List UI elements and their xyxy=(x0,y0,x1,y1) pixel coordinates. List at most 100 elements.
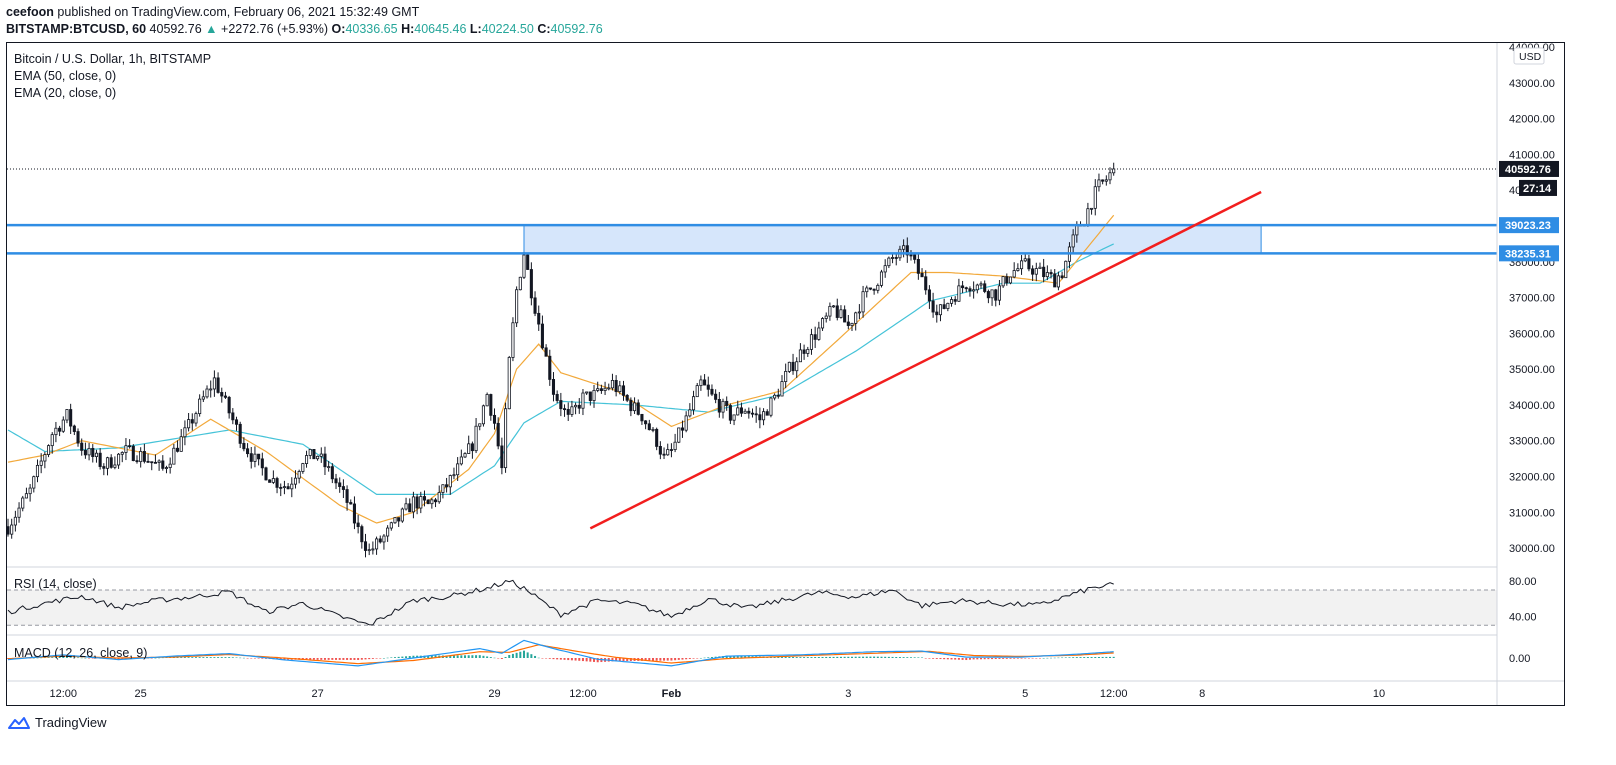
macd-histogram-bar xyxy=(548,658,551,659)
candle-body xyxy=(835,305,839,318)
symbol-label[interactable]: BITSTAMP:BTCUSD, 60 xyxy=(6,22,147,36)
macd-histogram-bar xyxy=(681,658,684,660)
candle-body xyxy=(28,487,32,495)
macd-histogram-bar xyxy=(220,657,223,658)
candle-body xyxy=(618,385,622,393)
candle-body xyxy=(927,289,931,302)
macd-histogram-bar xyxy=(998,658,1001,659)
macd-histogram-bar xyxy=(703,657,706,659)
candle-body xyxy=(562,408,567,411)
candle-body xyxy=(124,445,128,453)
level-price-tag: 38235.31 xyxy=(1505,248,1551,260)
macd-histogram-bar xyxy=(545,658,548,659)
macd-histogram-bar xyxy=(902,657,905,658)
macd-histogram-bar xyxy=(257,658,260,659)
macd-histogram-bar xyxy=(493,657,496,659)
candle-body xyxy=(916,259,920,274)
candle-body xyxy=(220,392,224,397)
candle-body xyxy=(404,503,408,510)
candle-body xyxy=(677,427,681,443)
candle-body xyxy=(433,499,438,503)
candle-body xyxy=(979,283,983,286)
tradingview-logo-icon[interactable] xyxy=(8,716,30,730)
candle-body xyxy=(1090,207,1094,210)
candle-body xyxy=(857,311,861,314)
macd-histogram-bar xyxy=(1090,657,1093,658)
candle-body xyxy=(850,322,854,326)
candle-body xyxy=(234,419,239,425)
macd-histogram-bar xyxy=(194,657,197,658)
macd-histogram-bar xyxy=(1112,656,1115,658)
candle-body xyxy=(574,404,578,408)
macd-histogram-bar xyxy=(180,657,183,658)
candle-body xyxy=(588,391,592,401)
time-tick-label: 12:00 xyxy=(569,688,597,700)
macd-histogram-bar xyxy=(1097,656,1100,658)
candle-body xyxy=(555,393,559,401)
publisher-name[interactable]: ceefoon xyxy=(6,5,54,19)
candle-body xyxy=(515,289,519,324)
macd-histogram-bar xyxy=(994,658,997,660)
level-price-tag: 39023.23 xyxy=(1505,220,1551,232)
macd-histogram-bar xyxy=(150,658,153,659)
macd-histogram-bar xyxy=(198,657,201,658)
candle-body xyxy=(754,413,758,416)
macd-histogram-bar xyxy=(1094,657,1097,658)
candle-body xyxy=(791,361,795,372)
candle-body xyxy=(570,406,574,415)
candle-body xyxy=(286,486,290,490)
macd-histogram-bar xyxy=(688,658,691,659)
candle-body xyxy=(1112,168,1116,174)
macd-histogram-bar xyxy=(1101,656,1104,658)
candle-body xyxy=(1027,258,1031,270)
candle-body xyxy=(448,475,452,488)
candle-body xyxy=(920,272,924,278)
candle-body xyxy=(787,361,791,372)
macd-histogram-bar xyxy=(825,656,828,658)
candle-body xyxy=(1012,270,1016,278)
footer-brand[interactable]: TradingView xyxy=(35,715,107,730)
candle-body xyxy=(456,463,460,476)
candle-body xyxy=(83,449,87,456)
candle-body xyxy=(371,548,375,551)
macd-histogram-bar xyxy=(364,658,367,660)
macd-histogram-bar xyxy=(556,658,559,660)
candle-body xyxy=(91,447,95,457)
macd-histogram-bar xyxy=(869,656,872,658)
macd-histogram-bar xyxy=(663,658,666,661)
macd-histogram-bar xyxy=(917,657,920,658)
candle-body xyxy=(187,419,191,429)
macd-histogram-bar xyxy=(482,655,485,658)
candle-body xyxy=(795,361,799,372)
candle-body xyxy=(198,398,202,415)
candle-body xyxy=(58,427,62,432)
candle-body xyxy=(905,245,909,256)
candle-body xyxy=(117,453,121,466)
open-value: 40336.65 xyxy=(345,22,398,36)
candle-body xyxy=(275,478,279,488)
macd-histogram-bar xyxy=(121,658,124,660)
candle-body xyxy=(109,457,113,468)
macd-histogram-bar xyxy=(80,657,83,659)
macd-histogram-bar xyxy=(1079,657,1082,658)
macd-histogram-bar xyxy=(666,658,669,661)
candle-body xyxy=(607,387,611,390)
candle-body xyxy=(1005,276,1009,284)
candle-body xyxy=(868,287,872,290)
candle-body xyxy=(1104,179,1108,182)
last-price-tag-bg xyxy=(1499,160,1559,177)
candle-body xyxy=(544,347,548,357)
price-tick-label: 31000.00 xyxy=(1509,507,1555,519)
candle-body xyxy=(603,387,607,391)
candle-body xyxy=(758,414,762,421)
candle-body xyxy=(400,508,404,522)
candle-body xyxy=(257,453,261,460)
macd-histogram-bar xyxy=(1061,657,1064,659)
candle-body xyxy=(386,527,390,537)
macd-histogram-bar xyxy=(32,657,35,659)
macd-histogram-bar xyxy=(836,656,839,658)
macd-histogram-bar xyxy=(987,658,990,660)
candle-body xyxy=(349,502,353,505)
candle-body xyxy=(249,453,253,462)
